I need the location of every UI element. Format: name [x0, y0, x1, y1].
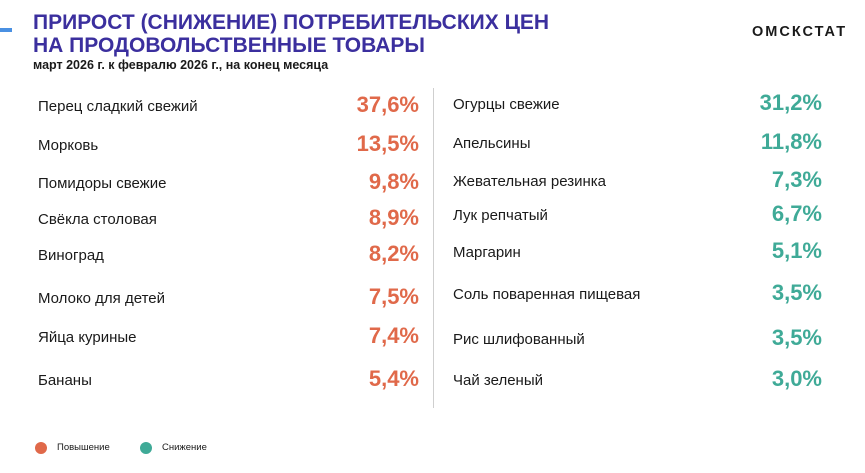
decrease-row: Чай зеленый 3,0%: [453, 366, 822, 396]
item-name: Бананы: [38, 372, 92, 389]
title-line-1: ПРИРОСТ (СНИЖЕНИЕ) ПОТРЕБИТЕЛЬСКИХ ЦЕН: [33, 11, 550, 34]
increase-row: Перец сладкий свежий 37,6%: [38, 92, 419, 122]
item-value: 7,4%: [368, 323, 419, 348]
item-value: 8,9%: [368, 205, 419, 230]
page-title: ПРИРОСТ (СНИЖЕНИЕ) ПОТРЕБИТЕЛЬСКИХ ЦЕН Н…: [33, 11, 633, 57]
item-name: Свёкла столовая: [38, 211, 157, 228]
decrease-row: Лук репчатый 6,7%: [453, 201, 822, 231]
item-value: 9,8%: [368, 169, 419, 194]
item-name: Лук репчатый: [453, 207, 548, 224]
page-subtitle: март 2026 г. к февралю 2026 г., на конец…: [33, 58, 329, 72]
decrease-row: Жевательная резинка 7,3%: [453, 167, 822, 197]
item-name: Соль поваренная пищевая: [453, 286, 641, 303]
increase-dot-icon: [35, 442, 47, 454]
item-name: Чай зеленый: [453, 372, 543, 389]
increase-row: Молоко для детей 7,5%: [38, 284, 419, 314]
item-value: 31,2%: [759, 90, 822, 115]
item-value: 3,0%: [771, 366, 822, 391]
brand-logo: ОМСКСТАТ: [752, 24, 848, 40]
item-name: Маргарин: [453, 244, 521, 261]
legend-increase-label: Повышение: [57, 442, 110, 453]
item-name: Перец сладкий свежий: [38, 98, 198, 115]
increase-row: Виноград 8,2%: [38, 241, 419, 271]
decrease-row: Апельсины 11,8%: [453, 129, 822, 159]
decrease-row: Огурцы свежие 31,2%: [453, 90, 822, 120]
item-name: Апельсины: [453, 135, 531, 152]
decrease-row: Маргарин 5,1%: [453, 238, 822, 268]
decrease-row: Соль поваренная пищевая 3,5%: [453, 280, 822, 310]
item-name: Молоко для детей: [38, 290, 165, 307]
item-value: 11,8%: [760, 129, 822, 154]
item-value: 6,7%: [771, 201, 822, 226]
item-name: Виноград: [38, 247, 104, 264]
item-value: 13,5%: [356, 131, 419, 156]
column-divider: [433, 88, 434, 408]
decrease-dot-icon: [140, 442, 152, 454]
increase-row: Яйца куриные 7,4%: [38, 323, 419, 353]
decrease-row: Рис шлифованный 3,5%: [453, 325, 822, 355]
item-value: 5,1%: [771, 238, 822, 263]
accent-bar: [0, 28, 12, 32]
item-name: Рис шлифованный: [453, 331, 585, 348]
increase-row: Морковь 13,5%: [38, 131, 419, 161]
item-value: 3,5%: [771, 280, 822, 305]
increase-row: Бананы 5,4%: [38, 366, 419, 396]
increase-row: Свёкла столовая 8,9%: [38, 205, 419, 235]
item-name: Огурцы свежие: [453, 96, 560, 113]
increase-row: Помидоры свежие 9,8%: [38, 169, 419, 199]
item-name: Жевательная резинка: [453, 173, 606, 190]
item-value: 7,3%: [771, 167, 822, 192]
title-line-2: НА ПРОДОВОЛЬСТВЕННЫЕ ТОВАРЫ: [33, 34, 425, 57]
item-value: 5,4%: [368, 366, 419, 391]
item-value: 8,2%: [368, 241, 419, 266]
item-name: Яйца куриные: [38, 329, 137, 346]
item-value: 3,5%: [771, 325, 822, 350]
item-name: Помидоры свежие: [38, 175, 167, 192]
item-name: Морковь: [38, 137, 99, 154]
item-value: 37,6%: [356, 92, 419, 117]
legend-decrease-label: Снижение: [162, 442, 207, 453]
item-value: 7,5%: [368, 284, 419, 309]
